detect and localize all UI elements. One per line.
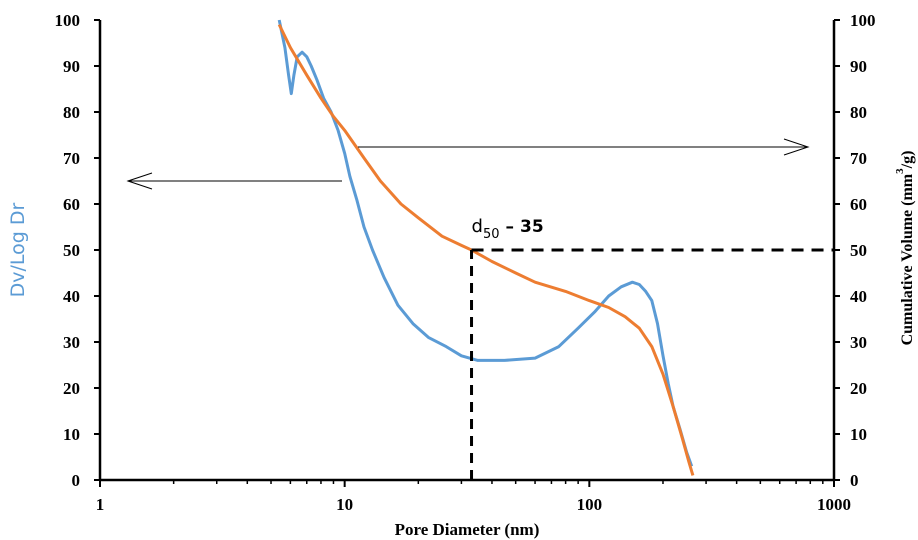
y2-axis-title-end: /g) <box>899 151 916 170</box>
y2-axis-title: Cumulative Volume (mm3/g) <box>894 151 916 346</box>
y2-tick-label: 70 <box>850 149 867 168</box>
y-tick-label: 70 <box>63 149 80 168</box>
y-tick-label: 40 <box>63 287 80 306</box>
x-tick-label: 1 <box>96 495 105 514</box>
y-tick-label: 80 <box>63 103 80 122</box>
y2-axis-title-sup: 3 <box>894 168 906 174</box>
d50-label-dash: – <box>506 217 515 237</box>
x-tick-label: 1000 <box>817 495 851 514</box>
y2-tick-label: 60 <box>850 195 867 214</box>
d50-label-sub: 50 <box>483 227 500 242</box>
y2-tick-label: 90 <box>850 57 867 76</box>
y2-tick-label: 50 <box>850 241 867 260</box>
y2-tick-label: 10 <box>850 425 867 444</box>
y2-tick-label: 0 <box>850 471 859 490</box>
y2-axis-title-main: Cumulative Volume (mm <box>899 173 916 345</box>
x-axis-title: Pore Diameter (nm) <box>395 520 540 539</box>
y-tick-label: 10 <box>63 425 80 444</box>
y-ticks-left: 0 10 20 30 40 50 60 70 80 90 100 <box>55 11 100 490</box>
y2-tick-label: 100 <box>850 11 876 30</box>
plot-axes <box>98 20 836 482</box>
y-tick-label: 0 <box>72 471 81 490</box>
arrow-right-axis <box>358 138 810 156</box>
d50-label-main: d <box>472 216 483 237</box>
y-ticks-right: 0 10 20 30 40 50 60 70 80 90 100 <box>834 11 876 490</box>
y-tick-label: 90 <box>63 57 80 76</box>
x-ticks: 1 10 100 1000 <box>96 480 851 514</box>
series-line-right-axis <box>277 23 695 476</box>
y2-tick-label: 40 <box>850 287 867 306</box>
y2-tick-label: 80 <box>850 103 867 122</box>
y-tick-label: 50 <box>63 241 80 260</box>
y-tick-label: 30 <box>63 333 80 352</box>
d50-marker: d50–35 <box>470 216 834 480</box>
x-tick-label: 10 <box>336 495 353 514</box>
arrow-left-axis <box>126 172 342 190</box>
y-tick-label: 100 <box>55 11 81 30</box>
d50-value: 35 <box>520 217 544 237</box>
y-axis-title: Dv/Log Dr <box>7 202 29 297</box>
d50-label: d50–35 <box>472 216 544 242</box>
series-layer <box>277 19 695 476</box>
y-tick-label: 60 <box>63 195 80 214</box>
y-tick-label: 20 <box>63 379 80 398</box>
series-line-left-axis <box>277 19 694 467</box>
x-tick-label: 100 <box>577 495 603 514</box>
y2-tick-label: 30 <box>850 333 867 352</box>
y2-tick-label: 20 <box>850 379 867 398</box>
